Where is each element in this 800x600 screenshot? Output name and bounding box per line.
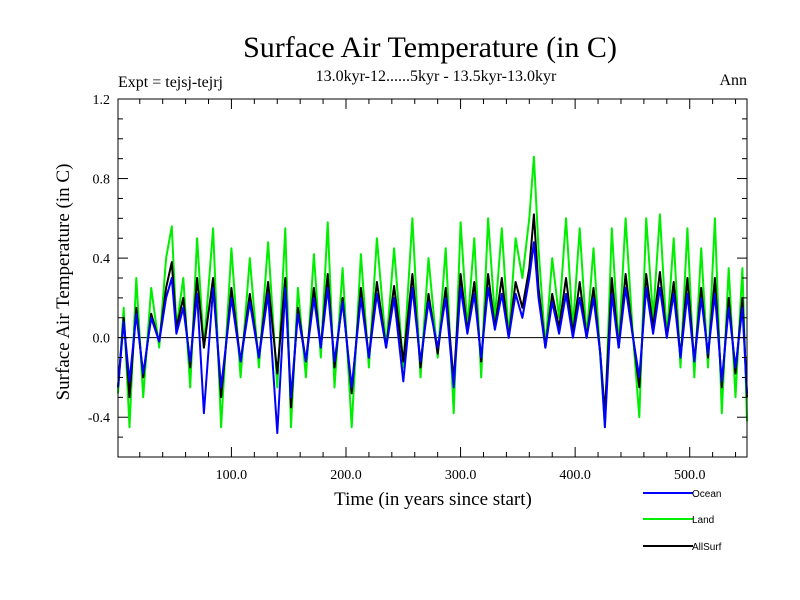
x-tick-label: 100.0: [216, 468, 248, 483]
chart-subtitle: 13.0kyr-12......5kyr - 13.5kyr-13.0kyr: [316, 68, 557, 85]
y-tick-label: 1.2: [93, 93, 111, 108]
x-tick-label: 400.0: [559, 468, 591, 483]
x-tick-label: 300.0: [445, 468, 477, 483]
series-lines: [117, 155, 748, 435]
axis-ticks: 100.0 200.0 300.0 400.0 500.0 -0.4 0.0 0.4 0.8 1.…: [88, 93, 747, 483]
x-tick-label: 200.0: [330, 468, 362, 483]
chart-title: Surface Air Temperature (in C): [243, 31, 617, 64]
expt-label: Expt = tejsj-tejrj: [118, 74, 223, 91]
legend: Ocean Land AllSurf: [643, 489, 722, 553]
legend-label-allsurf: AllSurf: [692, 542, 722, 553]
y-tick-label: 0.8: [93, 173, 111, 188]
y-tick-label: -0.4: [88, 411, 110, 426]
period-label: Ann: [719, 72, 747, 89]
y-tick-label: 0.4: [93, 252, 111, 267]
y-tick-label: 0.0: [93, 332, 111, 347]
x-tick-label: 500.0: [674, 468, 706, 483]
x-axis-label: Time (in years since start): [334, 489, 532, 510]
y-axis-label: Surface Air Temperature (in C): [53, 164, 74, 401]
legend-label-land: Land: [692, 515, 714, 526]
series-line-ocean: [117, 241, 748, 435]
legend-label-ocean: Ocean: [692, 489, 721, 500]
